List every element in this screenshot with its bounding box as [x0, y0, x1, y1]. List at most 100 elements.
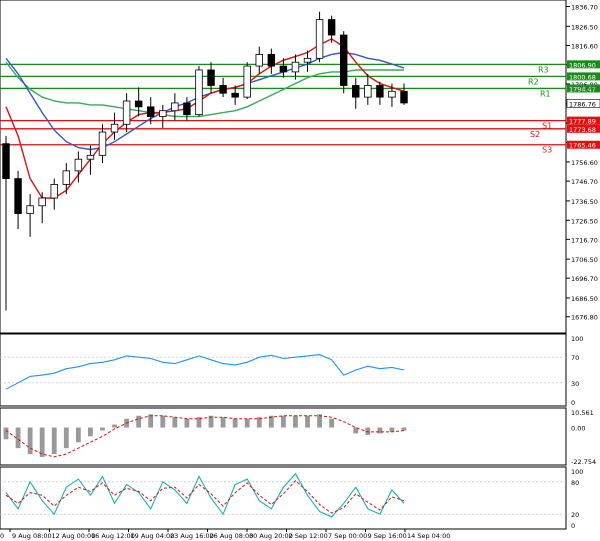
candle-body: [98, 131, 107, 156]
candles: [2, 11, 408, 311]
price-tick-label: 1706.50: [571, 256, 598, 264]
last-price-label: 1786.76: [569, 100, 596, 108]
level-name-s2: S2: [530, 130, 540, 139]
candle-body: [243, 65, 251, 98]
time-tick-label: 19 Aug 04:00: [131, 532, 175, 540]
level-tag-bg: [567, 140, 600, 149]
level-name-s3: S3: [542, 146, 552, 155]
macd-tick-label: 0.00: [571, 425, 585, 433]
candle-body: [291, 61, 300, 73]
rsi-tick-label: 0: [571, 399, 575, 407]
candle-body: [14, 178, 22, 214]
price-tick-label: 1686.50: [571, 295, 598, 303]
price-tick-label: 1746.70: [571, 178, 598, 186]
level-tag-label: 1800.68: [569, 73, 596, 81]
candle-body: [255, 54, 263, 67]
level-tag-bg: [567, 72, 600, 81]
stoch-k-line: [5, 472, 405, 518]
candle-body: [147, 106, 155, 117]
level-tag-label: 1806.90: [569, 61, 596, 69]
level-name-r2: R2: [528, 77, 539, 86]
level-name-r1: R1: [540, 89, 551, 98]
candle-body: [267, 54, 276, 67]
extra-price-label: 1795.45: [571, 85, 596, 92]
time-tick-label: 14 Sep 04:00: [407, 532, 450, 540]
macd-tick-label: 10.561: [571, 409, 594, 417]
time-tick-label: 16 Aug 12:00: [91, 532, 135, 540]
candle-body: [303, 57, 312, 63]
candle-body: [38, 197, 46, 207]
candle-body: [195, 69, 203, 115]
time-tick-label: 9 Aug 08:00: [12, 532, 52, 540]
candle-body: [122, 100, 131, 125]
rsi-tick-label: 100: [571, 335, 583, 343]
stoch-tick-label: 100: [571, 468, 583, 476]
price-tick-label: 1826.50: [571, 23, 598, 31]
time-tick-label: 26 Aug 08:00: [210, 532, 254, 540]
candle-body: [400, 90, 408, 104]
stoch-d-line: [5, 479, 405, 514]
rsi-indicator: 100 70 30 0: [0, 335, 583, 407]
candle-body: [219, 85, 227, 94]
rsi-panel-frame: [0, 333, 567, 407]
candle-body: [134, 100, 143, 108]
stoch-tick-label: 20: [571, 511, 579, 519]
macd-indicator: 10.561 0.00 -22.754: [3, 409, 596, 466]
candle-body: [352, 85, 360, 98]
candle-body: [2, 143, 10, 180]
price-tick-label: 1716.70: [571, 236, 598, 244]
level-tag-bg: [567, 60, 600, 69]
mid-moving-average: [5, 51, 405, 151]
stochastic-indicator: 100 80 20 0: [0, 468, 583, 530]
level-name-s1: S1: [542, 122, 552, 131]
rsi-line: [5, 354, 405, 390]
price-tick-label: 1756.60: [571, 159, 598, 167]
candle-body: [159, 110, 167, 117]
candle-body: [50, 184, 58, 199]
level-name-r3: R3: [538, 65, 549, 74]
candle-body: [110, 123, 119, 133]
time-tick-label: 2 Sep 12:00: [289, 532, 328, 540]
main-panel-frame: [0, 0, 567, 334]
time-tick-label: 12 Aug 00:00: [52, 532, 96, 540]
price-tick-label: 1816.60: [571, 43, 598, 51]
level-tag-label: 1765.46: [569, 142, 596, 150]
candle-body: [327, 19, 336, 36]
stoch-tick-label: 80: [571, 479, 579, 487]
price-axis: 1836.701826.501816.601806.701796.801786.…: [566, 4, 598, 322]
candle-body: [388, 90, 396, 98]
fast-moving-average: [5, 38, 405, 199]
candle-body: [26, 205, 34, 214]
level-tag-bg: [567, 116, 600, 125]
macd-signal-line: [5, 415, 405, 458]
candle-body: [339, 34, 348, 86]
time-tick-label: 23 Aug 16:00: [170, 532, 214, 540]
level-tag-label: 1794.47: [569, 85, 596, 93]
candle-body: [86, 154, 95, 160]
candle-body: [74, 158, 83, 172]
moving-averages: [5, 38, 405, 199]
level-tag-bg: [567, 124, 600, 133]
price-tick-label: 1696.70: [571, 275, 598, 283]
price-tick-label: 1676.80: [571, 314, 598, 322]
candle-body: [364, 85, 372, 98]
time-tick-label: 9 Sep 16:00: [368, 532, 407, 540]
candle-body: [279, 65, 288, 73]
time-tick-label: 7 Sep 00:00: [328, 532, 367, 540]
stoch-panel-frame: [0, 466, 567, 530]
rsi-tick-label: 30: [571, 380, 579, 388]
time-tick-label-first: 0: [0, 532, 4, 540]
rsi-tick-label: 70: [571, 354, 579, 362]
price-tick-label: 1726.50: [571, 217, 598, 225]
last-price-tag-bg: [566, 99, 600, 108]
candle-body: [207, 69, 215, 86]
candle-body: [171, 102, 179, 112]
price-tick-label: 1836.70: [571, 4, 598, 12]
candle-body: [183, 102, 191, 115]
macd-tick-label: -22.754: [571, 458, 596, 466]
level-tag-label: 1773.68: [569, 126, 596, 134]
